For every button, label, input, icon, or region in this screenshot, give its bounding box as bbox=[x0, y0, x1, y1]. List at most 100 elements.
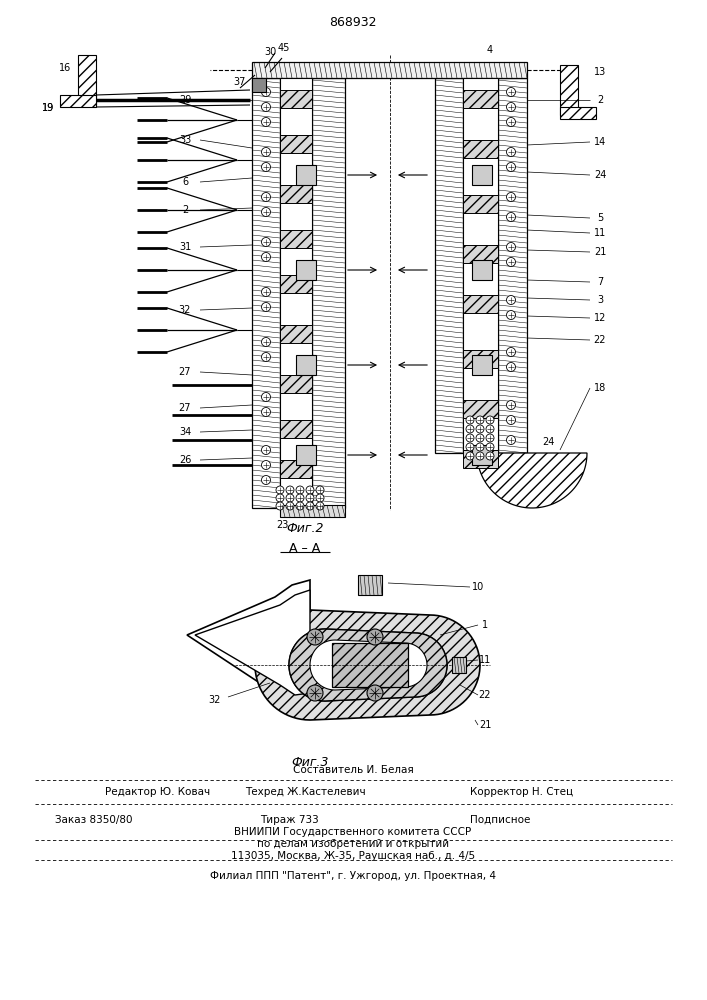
Text: 34: 34 bbox=[179, 427, 191, 437]
Text: 24: 24 bbox=[594, 170, 606, 180]
Circle shape bbox=[506, 310, 515, 320]
Circle shape bbox=[262, 392, 271, 401]
Text: 3: 3 bbox=[597, 295, 603, 305]
Bar bbox=[312, 78, 345, 508]
Circle shape bbox=[506, 400, 515, 410]
Bar bbox=[280, 135, 312, 153]
Bar bbox=[560, 107, 596, 119]
Text: 19: 19 bbox=[42, 103, 54, 113]
Circle shape bbox=[486, 434, 494, 442]
Circle shape bbox=[262, 162, 271, 172]
Circle shape bbox=[286, 494, 294, 502]
Text: 2: 2 bbox=[182, 205, 188, 215]
Text: 10: 10 bbox=[472, 582, 484, 592]
Bar bbox=[78, 55, 96, 105]
Circle shape bbox=[466, 452, 474, 460]
Text: 23: 23 bbox=[276, 520, 288, 530]
Text: Редактор Ю. Ковач: Редактор Ю. Ковач bbox=[105, 787, 210, 797]
Bar bbox=[560, 65, 578, 115]
Circle shape bbox=[506, 213, 515, 222]
Circle shape bbox=[306, 494, 314, 502]
Circle shape bbox=[466, 434, 474, 442]
Circle shape bbox=[262, 476, 271, 485]
Circle shape bbox=[307, 685, 323, 701]
Bar bbox=[463, 78, 498, 453]
Text: 868932: 868932 bbox=[329, 15, 377, 28]
Text: 27: 27 bbox=[179, 367, 192, 377]
Text: 21: 21 bbox=[479, 720, 491, 730]
Text: 11: 11 bbox=[479, 655, 491, 665]
Text: Филиал ППП "Патент", г. Ужгород, ул. Проектная, 4: Филиал ППП "Патент", г. Ужгород, ул. Про… bbox=[210, 871, 496, 881]
Text: 4: 4 bbox=[487, 45, 493, 55]
Text: Техред Ж.Кастелевич: Техред Ж.Кастелевич bbox=[245, 787, 366, 797]
Bar bbox=[280, 275, 312, 293]
Circle shape bbox=[276, 494, 284, 502]
Bar bbox=[452, 657, 466, 673]
Circle shape bbox=[262, 288, 271, 296]
Text: 5: 5 bbox=[597, 213, 603, 223]
Text: 16: 16 bbox=[59, 63, 71, 73]
Bar bbox=[252, 78, 280, 508]
Circle shape bbox=[262, 408, 271, 416]
Circle shape bbox=[316, 494, 324, 502]
Circle shape bbox=[296, 502, 304, 510]
Text: 33: 33 bbox=[179, 135, 191, 145]
Circle shape bbox=[476, 452, 484, 460]
Bar bbox=[280, 90, 312, 108]
Circle shape bbox=[286, 486, 294, 494]
Bar bbox=[463, 350, 498, 368]
Text: Подписное: Подписное bbox=[470, 815, 530, 825]
Circle shape bbox=[367, 685, 383, 701]
Circle shape bbox=[476, 434, 484, 442]
Text: 31: 31 bbox=[179, 242, 191, 252]
Bar bbox=[498, 78, 527, 453]
Bar bbox=[280, 505, 345, 517]
Bar bbox=[472, 355, 492, 375]
Polygon shape bbox=[289, 629, 447, 701]
Circle shape bbox=[506, 348, 515, 357]
Bar bbox=[472, 165, 492, 185]
Text: ВНИИПИ Государственного комитета СССР: ВНИИПИ Государственного комитета СССР bbox=[235, 827, 472, 837]
Polygon shape bbox=[477, 453, 587, 508]
Circle shape bbox=[506, 242, 515, 251]
Bar bbox=[332, 643, 408, 687]
Text: А – А: А – А bbox=[289, 542, 321, 554]
Text: 30: 30 bbox=[264, 47, 276, 57]
Bar bbox=[280, 460, 312, 478]
Polygon shape bbox=[255, 610, 480, 720]
Circle shape bbox=[276, 486, 284, 494]
Text: Тираж 733: Тираж 733 bbox=[260, 815, 319, 825]
Circle shape bbox=[262, 117, 271, 126]
Circle shape bbox=[262, 353, 271, 361]
Circle shape bbox=[262, 460, 271, 470]
Circle shape bbox=[307, 629, 323, 645]
Text: 13: 13 bbox=[594, 67, 606, 77]
Circle shape bbox=[262, 302, 271, 312]
Polygon shape bbox=[289, 629, 447, 701]
Circle shape bbox=[316, 502, 324, 510]
Bar bbox=[60, 95, 96, 107]
Circle shape bbox=[466, 425, 474, 433]
Bar bbox=[463, 245, 498, 263]
Bar bbox=[296, 165, 316, 185]
Bar bbox=[463, 195, 498, 213]
Circle shape bbox=[466, 443, 474, 451]
Circle shape bbox=[306, 502, 314, 510]
Circle shape bbox=[262, 338, 271, 347]
Circle shape bbox=[506, 362, 515, 371]
Text: по делам изобретений и открытий: по делам изобретений и открытий bbox=[257, 839, 449, 849]
Circle shape bbox=[506, 117, 515, 126]
Circle shape bbox=[486, 443, 494, 451]
Text: 21: 21 bbox=[594, 247, 606, 257]
Circle shape bbox=[476, 425, 484, 433]
Bar bbox=[296, 355, 316, 375]
Text: 27: 27 bbox=[179, 403, 192, 413]
Text: 113035, Москва, Ж-35, Раушская наб., д. 4/5: 113035, Москва, Ж-35, Раушская наб., д. … bbox=[231, 851, 475, 861]
Circle shape bbox=[486, 452, 494, 460]
Circle shape bbox=[506, 88, 515, 97]
Circle shape bbox=[506, 147, 515, 156]
Text: 19: 19 bbox=[42, 103, 54, 113]
Bar bbox=[252, 78, 266, 92]
Bar bbox=[296, 445, 316, 465]
Text: 37: 37 bbox=[234, 77, 246, 87]
